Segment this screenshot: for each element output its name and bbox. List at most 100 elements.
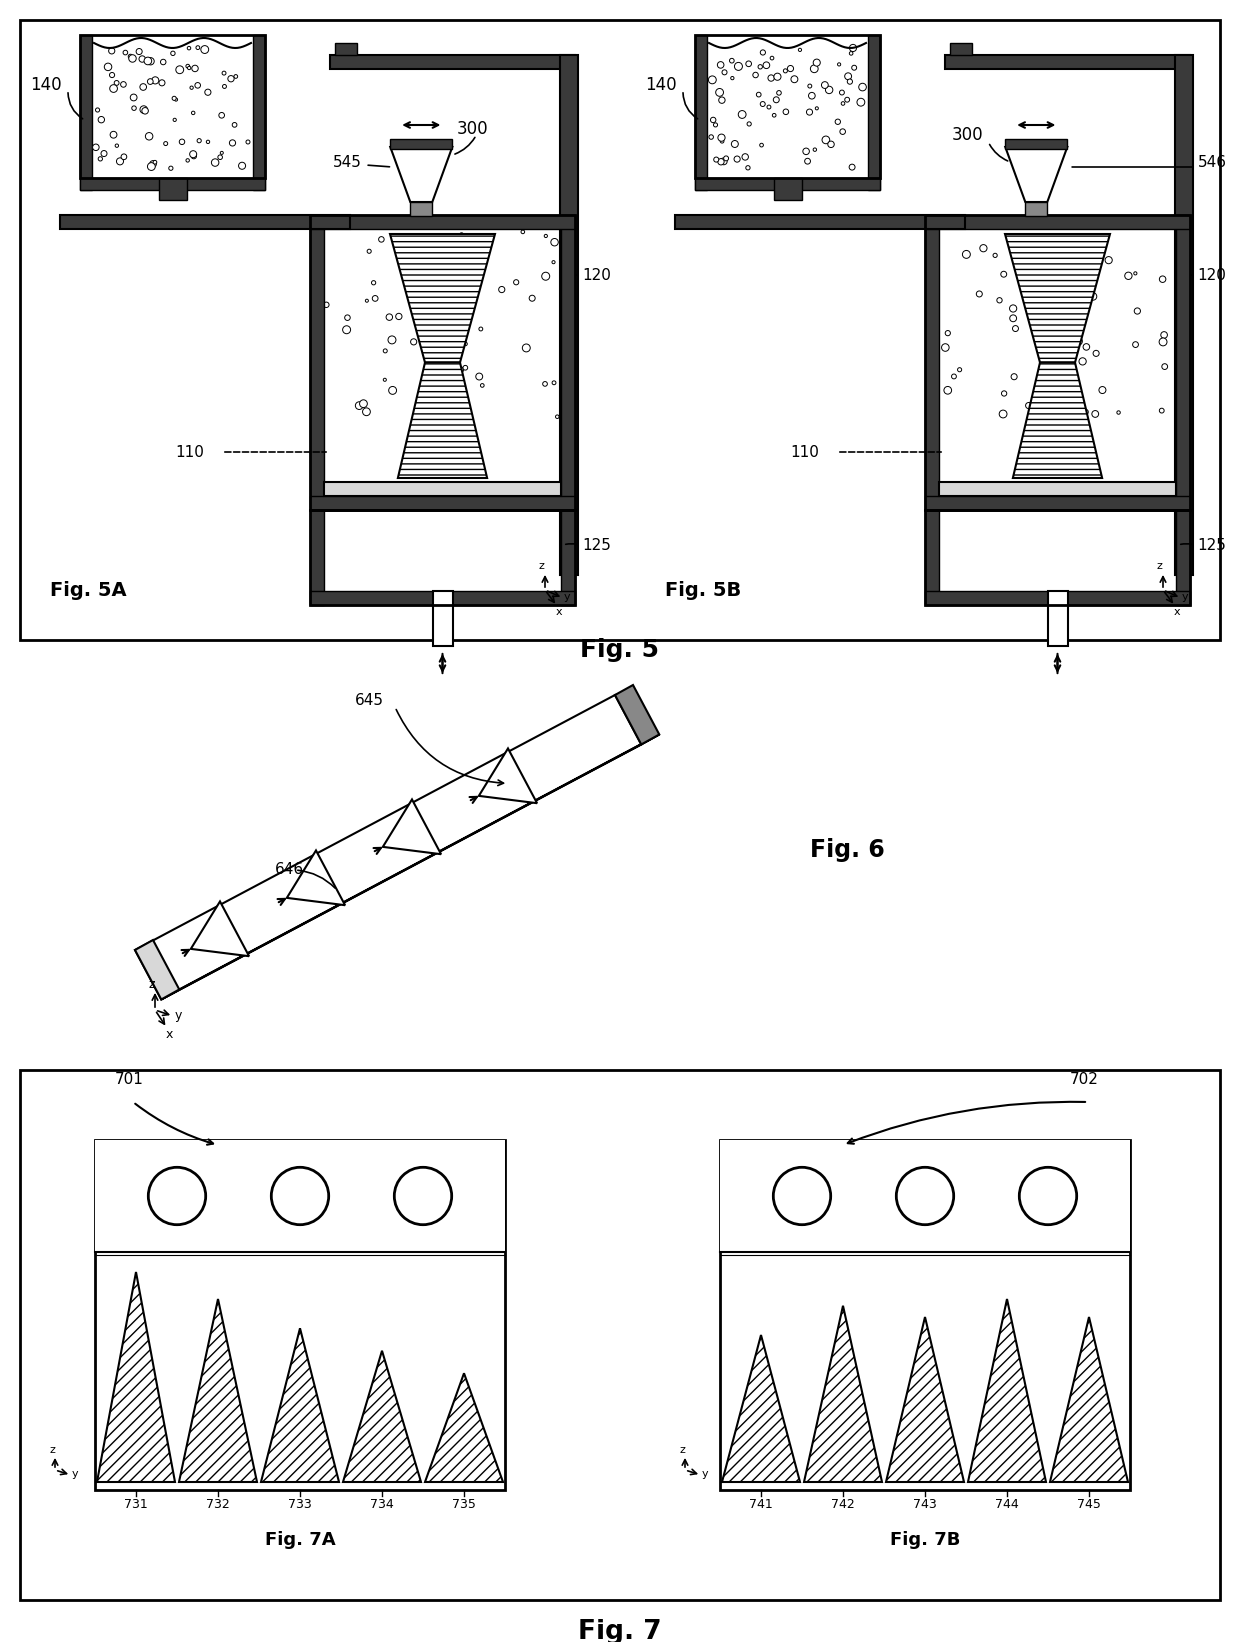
Circle shape <box>109 48 115 54</box>
Circle shape <box>976 291 982 297</box>
Circle shape <box>176 66 184 74</box>
Circle shape <box>802 148 810 154</box>
Circle shape <box>218 112 224 118</box>
Circle shape <box>806 108 812 115</box>
Circle shape <box>774 97 779 103</box>
Circle shape <box>774 74 781 80</box>
Polygon shape <box>398 363 487 478</box>
Polygon shape <box>804 1305 882 1483</box>
Circle shape <box>821 82 828 89</box>
Circle shape <box>556 415 559 419</box>
Circle shape <box>522 343 531 351</box>
Circle shape <box>776 90 781 95</box>
Circle shape <box>1050 300 1055 304</box>
Circle shape <box>153 161 156 164</box>
Circle shape <box>529 296 536 300</box>
Circle shape <box>822 136 830 144</box>
Text: x: x <box>165 1028 172 1041</box>
Text: 742: 742 <box>831 1498 854 1511</box>
Polygon shape <box>97 1273 175 1483</box>
Circle shape <box>464 342 467 346</box>
Circle shape <box>139 56 145 62</box>
Circle shape <box>98 156 103 161</box>
Circle shape <box>1044 279 1049 284</box>
Circle shape <box>117 158 124 164</box>
Circle shape <box>115 144 119 148</box>
Circle shape <box>190 151 197 158</box>
Bar <box>330 54 575 69</box>
Circle shape <box>221 151 223 154</box>
Circle shape <box>229 140 236 146</box>
Text: Fig. 5: Fig. 5 <box>580 639 660 662</box>
Bar <box>720 1140 1130 1251</box>
Text: 140: 140 <box>645 76 677 94</box>
Circle shape <box>362 407 371 415</box>
Circle shape <box>197 138 201 143</box>
Circle shape <box>753 72 759 77</box>
Bar <box>310 511 575 604</box>
Bar <box>95 1140 505 1251</box>
Text: z: z <box>149 977 155 990</box>
Circle shape <box>1083 343 1090 350</box>
Bar <box>868 34 880 190</box>
Circle shape <box>396 314 402 320</box>
Bar <box>324 483 560 496</box>
Polygon shape <box>722 1335 800 1483</box>
Circle shape <box>1011 374 1017 379</box>
Circle shape <box>114 80 119 85</box>
Circle shape <box>131 107 136 110</box>
Circle shape <box>808 92 815 99</box>
Text: y: y <box>702 1470 708 1479</box>
Circle shape <box>1083 409 1089 415</box>
Circle shape <box>345 315 350 320</box>
Circle shape <box>813 59 821 66</box>
Circle shape <box>144 57 151 64</box>
Text: z: z <box>1156 562 1162 571</box>
Circle shape <box>480 384 484 388</box>
Circle shape <box>763 62 770 69</box>
Circle shape <box>1079 358 1086 365</box>
Text: 120: 120 <box>582 268 611 282</box>
Bar <box>310 511 575 604</box>
Circle shape <box>1094 350 1099 356</box>
Circle shape <box>146 57 154 66</box>
Circle shape <box>951 374 956 379</box>
Circle shape <box>1159 276 1166 282</box>
Circle shape <box>1135 309 1141 314</box>
Bar <box>310 511 324 604</box>
Text: 125: 125 <box>1197 537 1226 552</box>
Circle shape <box>140 84 146 90</box>
Text: z: z <box>50 1445 55 1455</box>
Circle shape <box>109 85 118 92</box>
Circle shape <box>813 148 817 151</box>
Circle shape <box>1089 279 1095 286</box>
Circle shape <box>186 64 190 67</box>
Text: z: z <box>538 562 544 571</box>
Circle shape <box>130 94 138 100</box>
Polygon shape <box>260 1328 339 1483</box>
Circle shape <box>718 62 724 69</box>
Circle shape <box>962 251 971 258</box>
Bar <box>1048 591 1068 645</box>
Bar <box>1176 511 1190 604</box>
Bar <box>310 215 575 228</box>
Circle shape <box>715 89 723 97</box>
Bar <box>675 215 965 228</box>
Bar <box>1025 202 1048 217</box>
Circle shape <box>150 161 156 167</box>
Text: 110: 110 <box>790 445 818 460</box>
Circle shape <box>713 123 718 126</box>
Circle shape <box>180 140 185 144</box>
Bar <box>939 483 1176 496</box>
Circle shape <box>997 297 1002 302</box>
Bar <box>925 215 1190 511</box>
Circle shape <box>360 399 367 407</box>
Bar <box>81 177 265 190</box>
Bar <box>391 140 453 149</box>
Circle shape <box>720 140 724 143</box>
Circle shape <box>148 163 155 171</box>
Circle shape <box>388 337 396 343</box>
Circle shape <box>410 338 417 345</box>
Circle shape <box>1049 261 1054 264</box>
Circle shape <box>837 62 841 66</box>
